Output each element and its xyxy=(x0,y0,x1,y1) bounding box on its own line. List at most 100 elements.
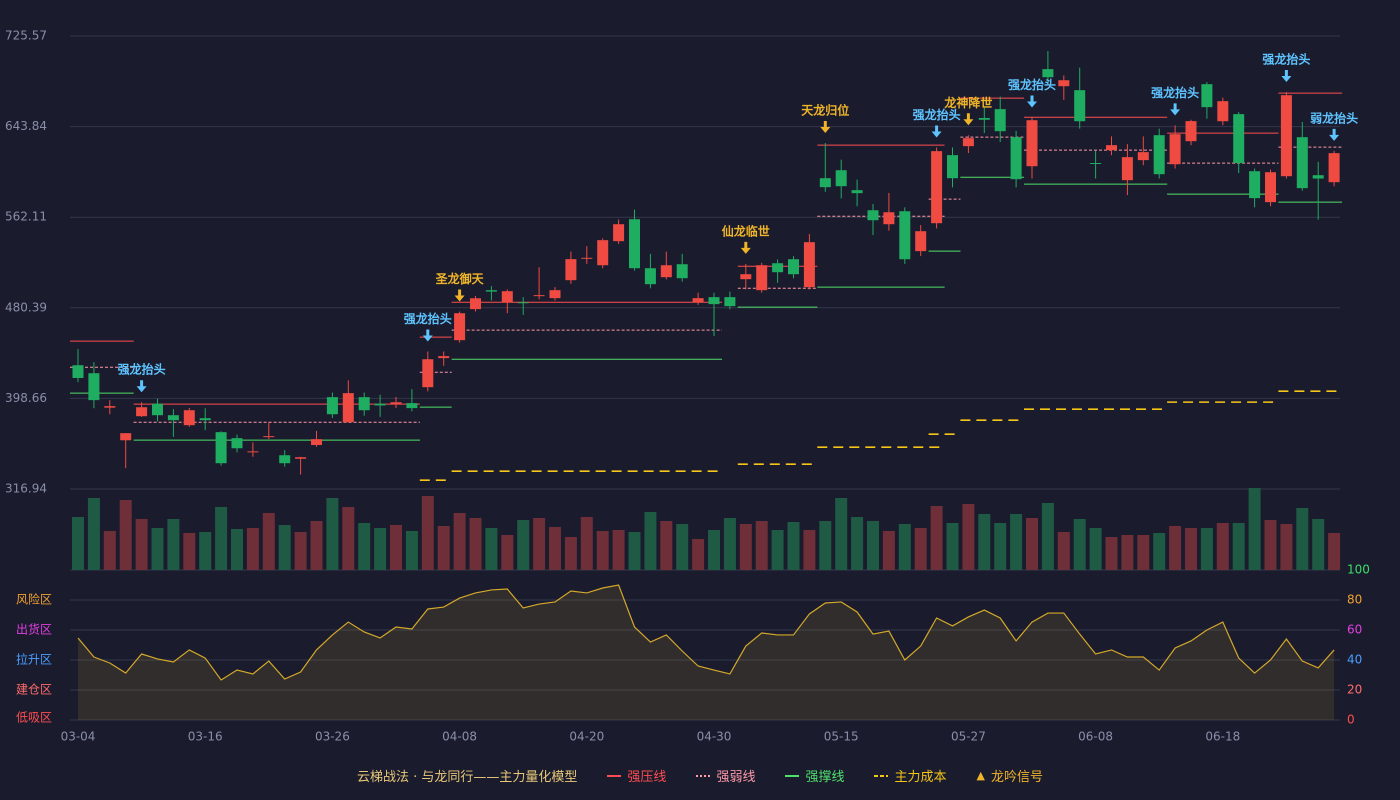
candle-body xyxy=(311,439,322,446)
candle-body xyxy=(644,268,656,285)
volume-bar xyxy=(628,532,641,570)
volume-bar xyxy=(87,498,100,570)
x-tick-label: 03-04 xyxy=(61,730,96,744)
candle-body xyxy=(947,155,958,179)
volume-bar xyxy=(660,521,673,570)
candle-body xyxy=(851,190,863,194)
candle-body xyxy=(1042,69,1054,78)
volume-bar xyxy=(676,524,689,570)
candle-body xyxy=(883,212,895,225)
legend-icon xyxy=(696,774,711,777)
volume-bar xyxy=(374,528,387,570)
candle-body xyxy=(104,406,116,408)
volume-bar xyxy=(151,528,164,570)
candle-body xyxy=(88,373,100,401)
volume-bar xyxy=(119,500,132,570)
candle-body xyxy=(597,240,609,266)
osc-tick-label: 0 xyxy=(1347,713,1355,727)
candle-body xyxy=(470,298,481,310)
candle-body xyxy=(676,264,688,279)
volume-bar xyxy=(739,524,752,570)
volume-bar xyxy=(708,530,720,570)
y-tick-label: 725.57 xyxy=(5,29,47,43)
candle-body xyxy=(406,403,418,409)
candle-body xyxy=(1265,172,1276,203)
legend-item: ▲ 龙吟信号 xyxy=(976,766,1042,785)
candle-body xyxy=(1217,101,1229,122)
y-tick-label: 562.11 xyxy=(5,210,47,224)
signal-arrow xyxy=(1027,95,1037,108)
candle-body xyxy=(1010,137,1022,180)
candle-body xyxy=(1312,175,1324,179)
candle-body xyxy=(549,290,561,299)
volume-bar xyxy=(946,523,959,570)
volume-bar xyxy=(199,532,212,570)
volume-bar xyxy=(1153,533,1166,570)
candle-body xyxy=(613,224,625,242)
x-tick-label: 03-16 xyxy=(188,730,223,744)
legend-item: 主力成本 xyxy=(874,766,946,785)
y-tick-label: 316.94 xyxy=(5,482,47,496)
volume-bar xyxy=(723,518,736,570)
volume-bar xyxy=(167,519,180,570)
candle-body xyxy=(1328,153,1340,183)
candle-body xyxy=(581,257,593,259)
volume-bar xyxy=(326,498,339,570)
candle-body xyxy=(454,313,466,341)
volume-bar xyxy=(596,531,609,570)
candle-body xyxy=(708,297,720,305)
volume-bar xyxy=(914,528,927,570)
candle-body xyxy=(342,393,354,423)
candle-body xyxy=(724,297,736,307)
volume-bar xyxy=(278,525,291,570)
signal-arrow xyxy=(931,125,942,138)
candle-body xyxy=(1296,137,1308,189)
candle-body xyxy=(740,274,752,280)
volume-bar xyxy=(882,531,895,570)
candle-body xyxy=(358,397,370,411)
osc-tick-label: 20 xyxy=(1347,683,1362,697)
candle-body xyxy=(962,138,974,147)
candle-body xyxy=(215,432,227,464)
candle-body xyxy=(167,415,179,421)
x-tick-label: 04-08 xyxy=(442,730,477,744)
legend-item: 强弱线 xyxy=(696,766,755,785)
volume-bar xyxy=(644,512,657,570)
volume-bar xyxy=(358,523,371,570)
legend-label: 龙吟信号 xyxy=(990,770,1043,785)
candle-body xyxy=(295,457,307,459)
volume-bar xyxy=(819,521,832,570)
signal-label: 仙龙临世 xyxy=(722,223,770,238)
candle-body xyxy=(533,295,545,297)
candle-body xyxy=(772,263,784,273)
candle-body xyxy=(1233,114,1245,164)
volume-bar xyxy=(469,518,482,570)
volume-bar xyxy=(1010,514,1023,570)
signal-arrow xyxy=(740,241,751,254)
volume-bar xyxy=(231,529,243,570)
volume-bar xyxy=(564,537,577,570)
volume-bar xyxy=(978,514,991,570)
candle-body xyxy=(1058,80,1070,87)
volume-bar xyxy=(1137,535,1150,570)
volume-bar xyxy=(692,539,705,570)
candle-body xyxy=(438,356,450,359)
signal-label: 龙神降世 xyxy=(944,95,992,110)
volume-bar xyxy=(1200,528,1213,570)
candle-body xyxy=(899,211,911,260)
signal-label: 强龙抬头 xyxy=(1262,52,1310,67)
candle-body xyxy=(485,290,497,292)
chart: 316.94 398.66 480.39 562.11 643.84 725.57 0 20 4… xyxy=(5,29,1370,744)
volume-bar xyxy=(1041,503,1054,570)
volume-bar xyxy=(1216,523,1229,570)
candle-body xyxy=(501,291,513,303)
legend-icon xyxy=(785,774,800,777)
volume-bar xyxy=(1296,508,1309,570)
candle-body xyxy=(136,407,148,417)
volume-bar xyxy=(1312,519,1325,570)
legend: 云梯战法 · 与龙同行——主力量化模型 强压线 强弱线 强撑线 主力成本 ▲ 龙吟信号 xyxy=(0,766,1400,785)
signal-label: 强龙抬头 xyxy=(913,107,961,122)
volume-bar xyxy=(1264,520,1277,570)
legend-label: 强撑线 xyxy=(805,770,845,785)
volume-bar xyxy=(135,519,148,570)
